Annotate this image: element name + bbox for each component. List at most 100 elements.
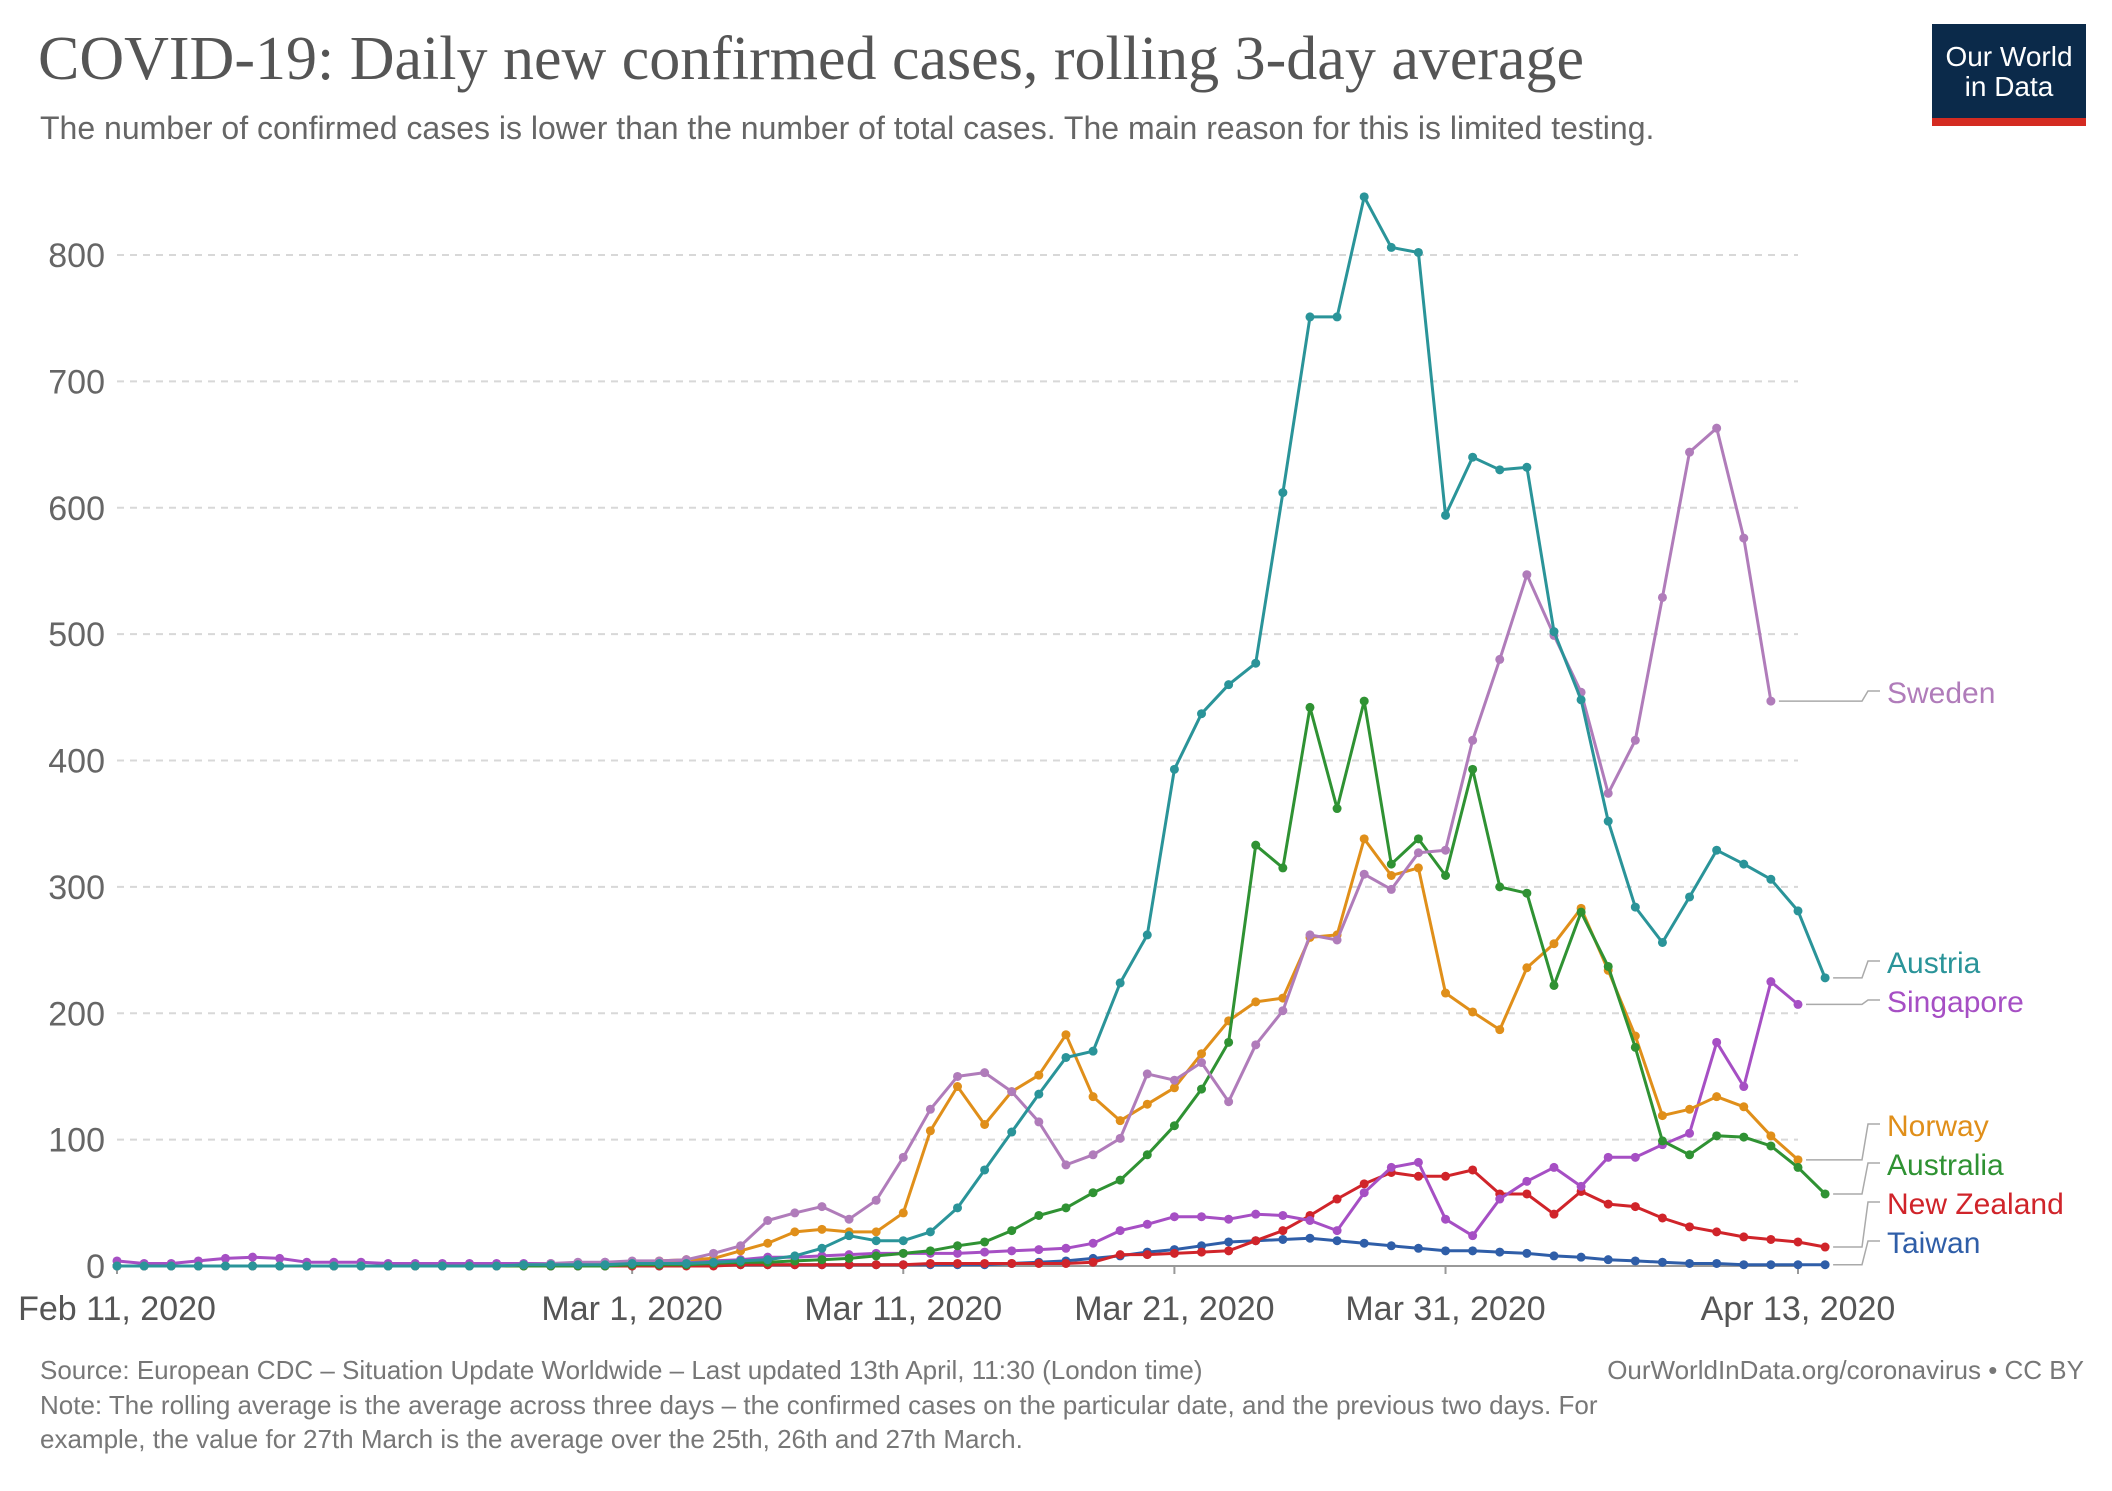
data-point (1169, 1083, 1179, 1093)
series-line-new-zealand (550, 1168, 1826, 1268)
data-point (275, 1253, 285, 1263)
data-point (1685, 1150, 1695, 1160)
y-tick-label: 500 (48, 616, 105, 654)
data-point (871, 1195, 881, 1205)
data-point (925, 1258, 935, 1268)
label-connector (1806, 1123, 1880, 1161)
data-point (1115, 1175, 1125, 1185)
data-point (654, 1258, 664, 1268)
data-point (763, 1255, 773, 1265)
data-point (1441, 1214, 1451, 1224)
series-line-norway (117, 837, 1799, 1268)
source-link[interactable]: OurWorldInData.org/coronavirus • CC BY (1607, 1355, 2084, 1385)
data-point (1224, 1214, 1234, 1224)
data-point (1305, 1216, 1315, 1226)
data-point (166, 1261, 176, 1271)
data-point (844, 1253, 854, 1263)
data-point (1712, 1258, 1722, 1268)
data-point (1712, 1227, 1722, 1237)
data-point (1169, 1121, 1179, 1131)
data-point (1142, 1150, 1152, 1160)
data-point (898, 1236, 908, 1246)
series-line-austria (117, 195, 1827, 1268)
data-point (1142, 1069, 1152, 1079)
data-point (925, 1126, 935, 1136)
data-point (1413, 834, 1423, 844)
x-tick-label: Mar 11, 2020 (804, 1290, 1002, 1328)
data-point (1739, 533, 1749, 543)
data-point (1739, 1132, 1749, 1142)
data-point (1766, 874, 1776, 884)
data-point (627, 1258, 637, 1268)
series-label-norway: Norway (1887, 1110, 1989, 1143)
data-point (1332, 312, 1342, 322)
data-point (1413, 1171, 1423, 1181)
data-point (1224, 680, 1234, 690)
series-label-austria: Austria (1887, 947, 1981, 980)
data-point (898, 1208, 908, 1218)
data-point (1793, 1260, 1803, 1270)
data-point (1088, 1150, 1098, 1160)
data-point (248, 1252, 258, 1262)
data-point (871, 1251, 881, 1261)
data-point (383, 1261, 393, 1271)
data-point (1739, 1082, 1749, 1092)
data-point (1386, 242, 1396, 252)
data-point (1007, 1258, 1017, 1268)
data-point (1115, 978, 1125, 988)
data-point (925, 1104, 935, 1114)
data-point (1549, 1251, 1559, 1261)
y-tick-label: 600 (48, 490, 105, 528)
note-line-2: example, the value for 27th March is the… (40, 1424, 1023, 1454)
data-point (1061, 1203, 1071, 1213)
data-point (1468, 1246, 1478, 1256)
data-point (817, 1224, 827, 1234)
data-point (1034, 1210, 1044, 1220)
data-point (1332, 1236, 1342, 1246)
data-point (844, 1231, 854, 1241)
data-point (492, 1261, 502, 1271)
data-point (1359, 869, 1369, 879)
data-point (1088, 1188, 1098, 1198)
data-point (1630, 1042, 1640, 1052)
data-point (1115, 1250, 1125, 1260)
data-point (1739, 1102, 1749, 1112)
data-point (1169, 1075, 1179, 1085)
owid-logo[interactable]: Our World in Data (1932, 24, 2086, 126)
data-point (871, 1236, 881, 1246)
data-point (600, 1260, 610, 1270)
series-line-australia (117, 699, 1827, 1268)
data-point (790, 1208, 800, 1218)
data-point (1522, 963, 1532, 973)
data-point (1820, 1260, 1830, 1270)
data-point (790, 1251, 800, 1261)
data-point (1630, 902, 1640, 912)
data-point (1305, 1233, 1315, 1243)
data-point (817, 1202, 827, 1212)
data-point (1603, 961, 1613, 971)
series-label-australia: Australia (1887, 1149, 2004, 1182)
data-point (1685, 1258, 1695, 1268)
data-point (1495, 1025, 1505, 1035)
data-point (1712, 1131, 1722, 1141)
data-point (1495, 1194, 1505, 1204)
data-point (790, 1227, 800, 1237)
label-connector (1833, 1201, 1880, 1248)
data-point (1197, 1241, 1207, 1251)
label-connector (1806, 999, 1880, 1006)
data-point (1576, 1252, 1586, 1262)
y-tick-label: 400 (48, 743, 105, 781)
data-point (1685, 1222, 1695, 1232)
data-point (1441, 510, 1451, 520)
data-point (763, 1238, 773, 1248)
data-point (1061, 1030, 1071, 1040)
data-point (1766, 696, 1776, 706)
data-point (1359, 1238, 1369, 1248)
data-point (1305, 312, 1315, 322)
label-connector (1833, 1240, 1880, 1266)
data-point (356, 1261, 366, 1271)
data-point (1142, 930, 1152, 940)
data-point (1061, 1243, 1071, 1253)
data-point (410, 1261, 420, 1271)
data-point (1630, 735, 1640, 745)
